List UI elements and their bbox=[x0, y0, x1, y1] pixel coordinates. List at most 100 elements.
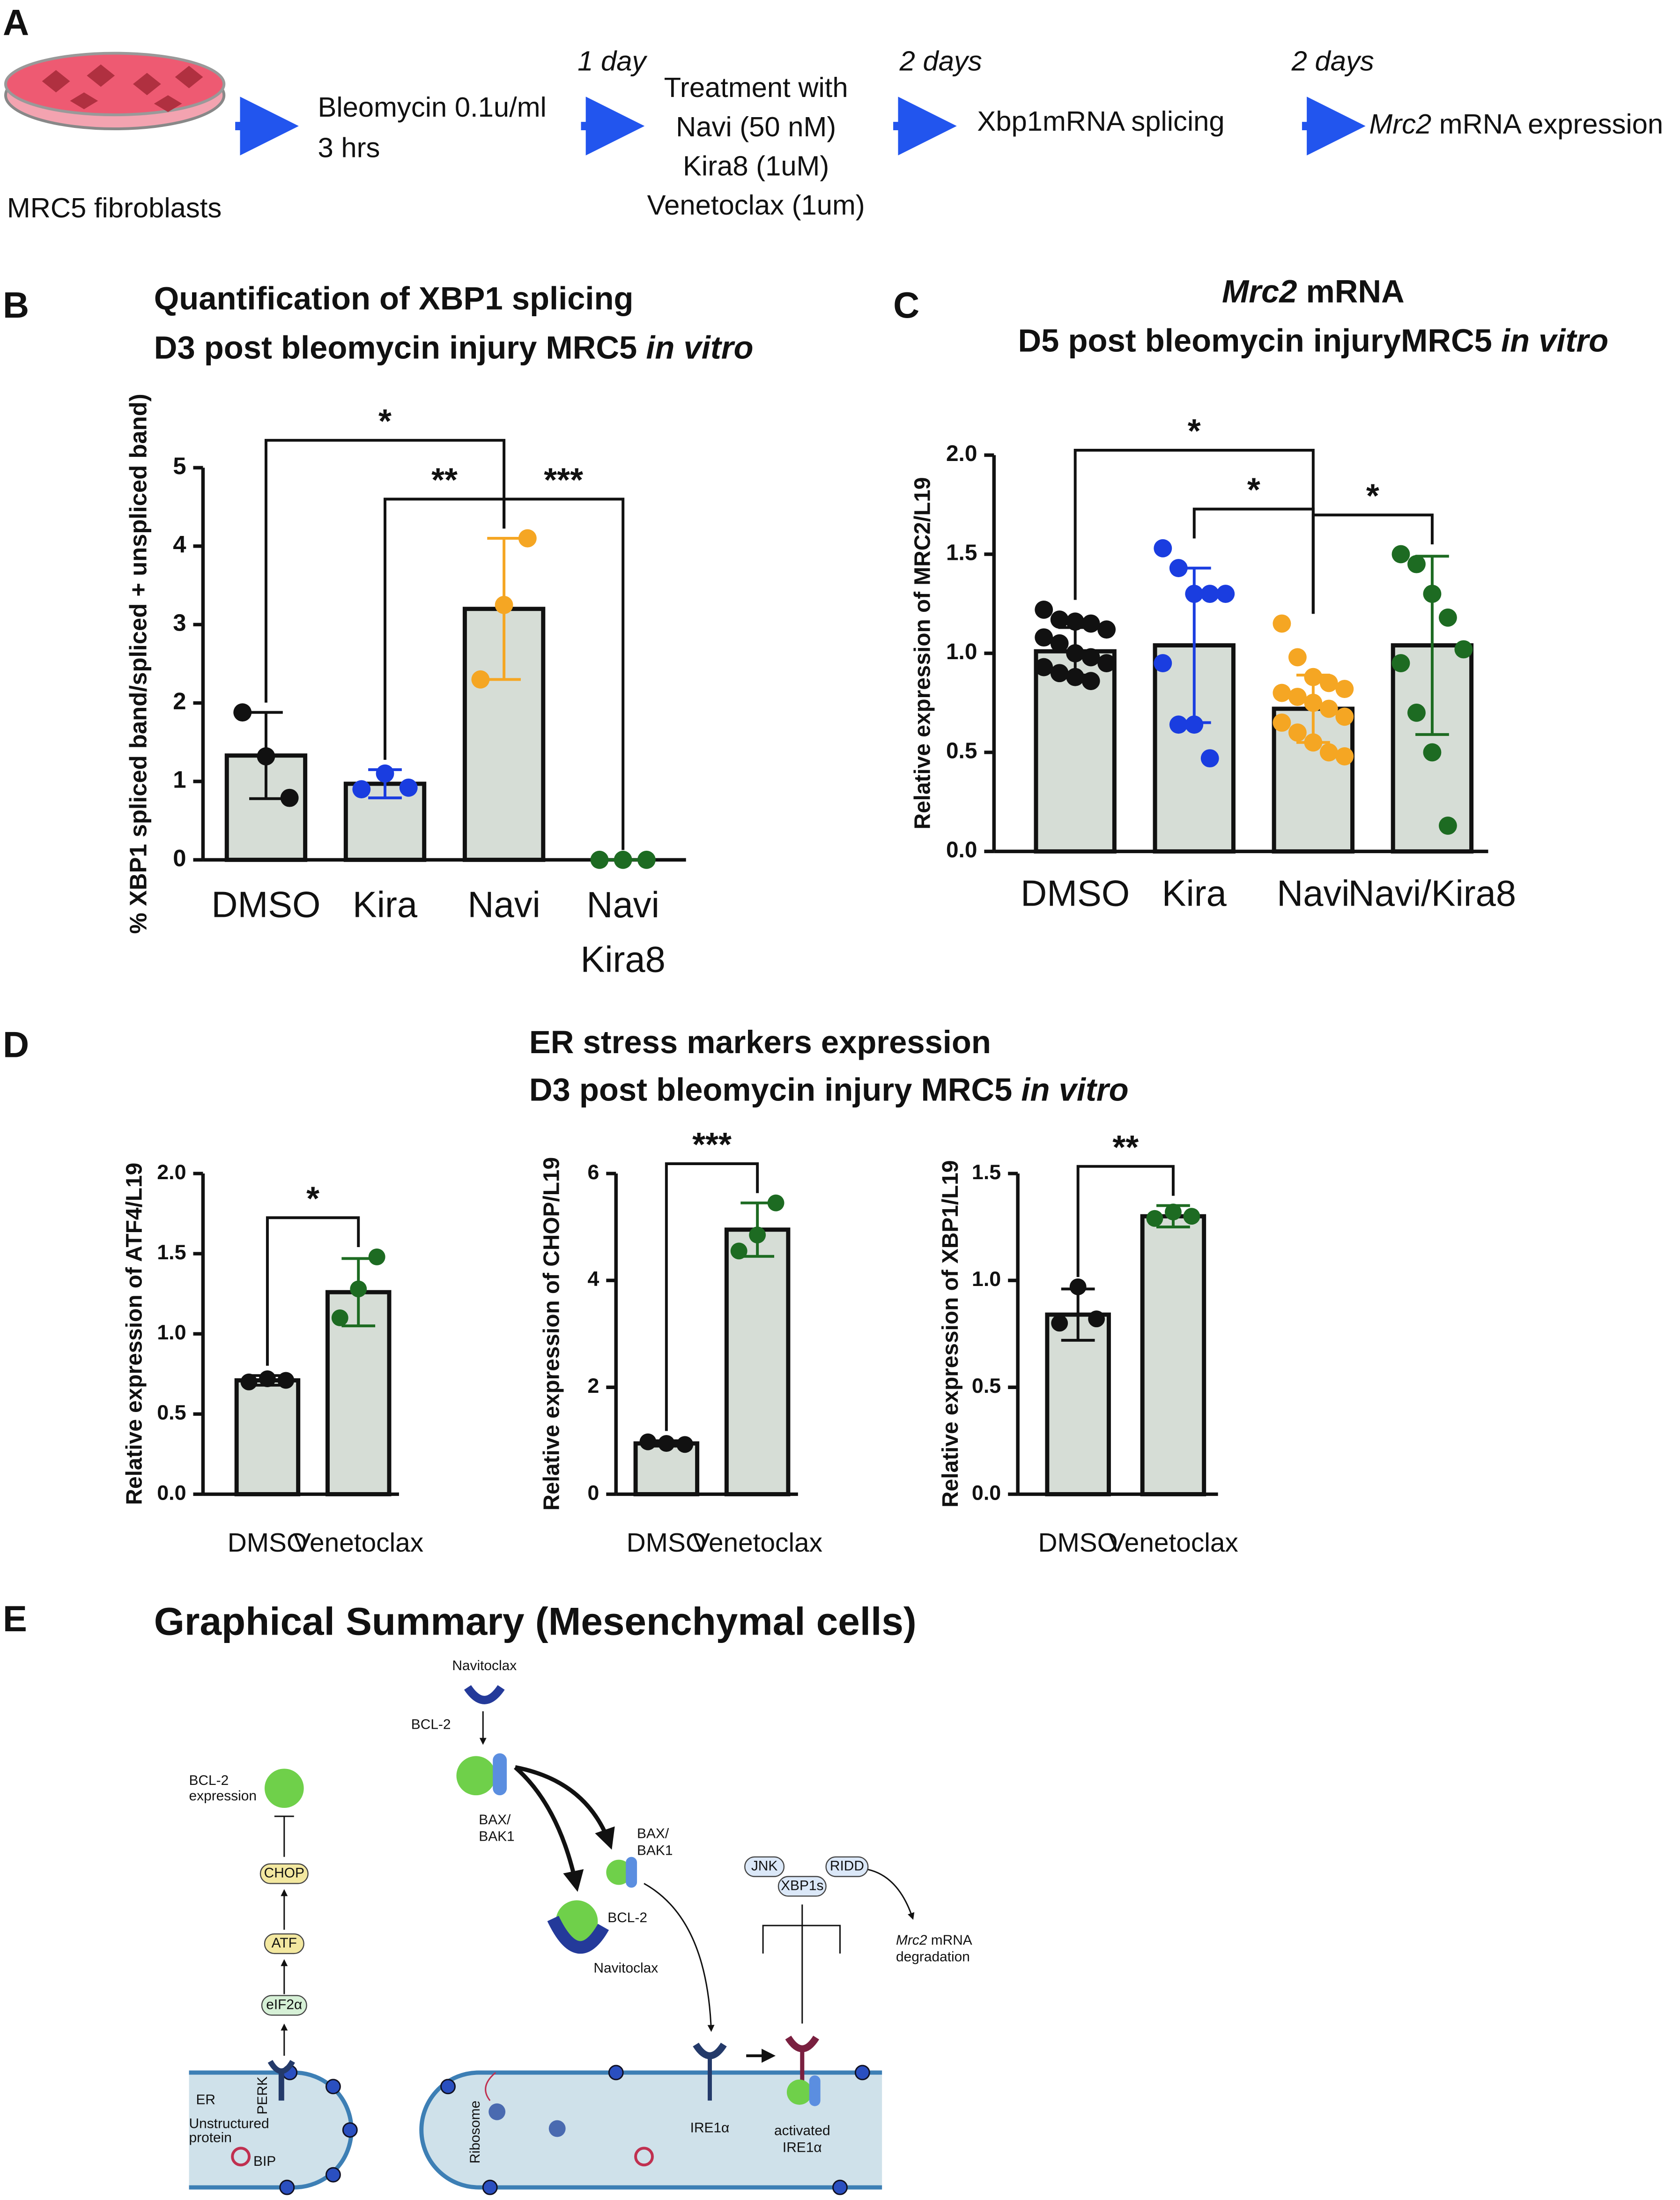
bcl2-icon bbox=[456, 1756, 496, 1796]
label: CHOP bbox=[264, 1865, 304, 1880]
data-point bbox=[637, 850, 656, 869]
data-point bbox=[1335, 707, 1354, 726]
label: ER bbox=[196, 2092, 215, 2108]
x-tick-label: DMSO bbox=[1038, 1528, 1118, 1558]
y-tick-label: 0.5 bbox=[946, 739, 977, 764]
label: Ribosome bbox=[467, 2101, 483, 2164]
data-point bbox=[1050, 634, 1069, 653]
delay: 2 days bbox=[899, 45, 982, 76]
data-point bbox=[1200, 749, 1219, 768]
y-tick-label: 2 bbox=[587, 1374, 599, 1397]
navitoclax-icon bbox=[464, 1685, 505, 1704]
data-point bbox=[1273, 614, 1291, 633]
data-point bbox=[1407, 703, 1426, 722]
bcl2-icon bbox=[264, 1769, 304, 1808]
x-tick-label: DMSO bbox=[228, 1528, 307, 1558]
bcl2-icon bbox=[606, 1859, 632, 1885]
step: Xbp1mRNA splicing bbox=[977, 105, 1224, 137]
y-tick-label: 5 bbox=[173, 453, 186, 479]
significance-bracket bbox=[264, 439, 506, 703]
title-run: Quantification of XBP1 splicing bbox=[154, 281, 634, 317]
y-tick-label: 4 bbox=[587, 1267, 599, 1291]
y-tick-label: 2 bbox=[173, 688, 186, 714]
summary-title: Graphical Summary (Mesenchymal cells) bbox=[154, 1599, 917, 1643]
label: BAX/ bbox=[479, 1812, 511, 1828]
arrow bbox=[515, 1765, 615, 1850]
y-tick-label: 0.0 bbox=[946, 838, 977, 862]
er-membrane bbox=[419, 2070, 882, 2190]
panel-label: B bbox=[3, 285, 29, 326]
step: Navi (50 nM) bbox=[676, 111, 836, 142]
significance-label: * bbox=[1366, 477, 1379, 514]
significance-bracket bbox=[503, 498, 625, 850]
label: IRE1α bbox=[783, 2140, 822, 2155]
title-line: D3 post bleomycin injury MRC5 in vitro bbox=[154, 329, 754, 365]
significance-label: ** bbox=[1112, 1129, 1139, 1166]
protein-icon bbox=[231, 2147, 251, 2167]
panel-label: E bbox=[3, 1599, 27, 1639]
y-tick-label: 0.0 bbox=[157, 1480, 186, 1504]
data-point bbox=[1438, 817, 1457, 835]
data-point bbox=[1050, 610, 1069, 629]
label: BCL-2 bbox=[189, 1773, 229, 1788]
label: BAK1 bbox=[479, 1829, 514, 1844]
data-point bbox=[1288, 723, 1307, 742]
data-point bbox=[1154, 539, 1172, 557]
x-tick-label: DMSO bbox=[211, 885, 320, 925]
x-tick-label: DMSO bbox=[1021, 874, 1130, 914]
arrow bbox=[514, 1765, 584, 1892]
label: Unstructured bbox=[189, 2116, 269, 2131]
y-axis-label: Relative expression of CHOP/L19 bbox=[539, 1157, 564, 1511]
panel-label: D bbox=[3, 1025, 29, 1065]
data-point bbox=[1335, 680, 1354, 699]
data-point bbox=[1454, 640, 1473, 659]
data-point bbox=[1423, 743, 1442, 762]
significance-label: * bbox=[306, 1180, 319, 1217]
x-tick-label: Kira bbox=[1162, 874, 1227, 914]
significance-bracket bbox=[1076, 1165, 1175, 1277]
step: Bleomycin 0.1u/ml bbox=[318, 91, 547, 123]
data-point bbox=[1304, 693, 1323, 712]
eif2a-box bbox=[261, 1995, 307, 2016]
data-point bbox=[495, 595, 513, 614]
mrna bbox=[485, 2072, 496, 2101]
panel-label: C bbox=[893, 285, 919, 326]
step: Venetoclax (1um) bbox=[647, 189, 865, 221]
data-point bbox=[1319, 743, 1338, 762]
data-point bbox=[590, 850, 609, 869]
data-point bbox=[368, 1248, 385, 1265]
ridd-box bbox=[825, 1856, 869, 1877]
y-tick-label: 1.0 bbox=[946, 639, 977, 664]
title-run: D3 post bleomycin injury MRC5 bbox=[529, 1072, 1021, 1108]
label: BCL-2 bbox=[411, 1717, 451, 1732]
data-point bbox=[1438, 608, 1457, 627]
significance-label: *** bbox=[692, 1126, 732, 1163]
perk-icon bbox=[267, 2059, 295, 2101]
significance-bracket bbox=[665, 1162, 759, 1431]
y-tick-label: 0.5 bbox=[972, 1374, 1001, 1397]
y-tick-label: 1.5 bbox=[972, 1160, 1001, 1184]
title-run: D5 post bleomycin injuryMRC5 bbox=[1018, 323, 1501, 359]
label: activated bbox=[774, 2123, 830, 2138]
data-point bbox=[277, 1372, 295, 1389]
label: BIP bbox=[253, 2154, 276, 2169]
y-tick-label: 0 bbox=[587, 1480, 599, 1504]
y-tick-label: 2.0 bbox=[946, 441, 977, 466]
data-point bbox=[1146, 1210, 1163, 1227]
xbp1s-box bbox=[777, 1876, 827, 1897]
data-point bbox=[280, 788, 299, 807]
workflow: MRC5 fibroblasts Bleomycin 0.1u/ml 3 hrs… bbox=[4, 45, 1663, 223]
significance-label: ** bbox=[431, 461, 458, 498]
label: protein bbox=[189, 2130, 232, 2145]
title-run: in vitro bbox=[1501, 323, 1608, 359]
jnk-box bbox=[744, 1856, 785, 1877]
data-point bbox=[1035, 628, 1053, 647]
y-tick-label: 1.0 bbox=[972, 1267, 1001, 1291]
label: Navitoclax bbox=[452, 1658, 517, 1673]
y-tick-label: 1.5 bbox=[946, 541, 977, 565]
data-point bbox=[676, 1436, 694, 1453]
arrow bbox=[867, 1869, 915, 1920]
y-tick-label: 4 bbox=[173, 531, 186, 557]
